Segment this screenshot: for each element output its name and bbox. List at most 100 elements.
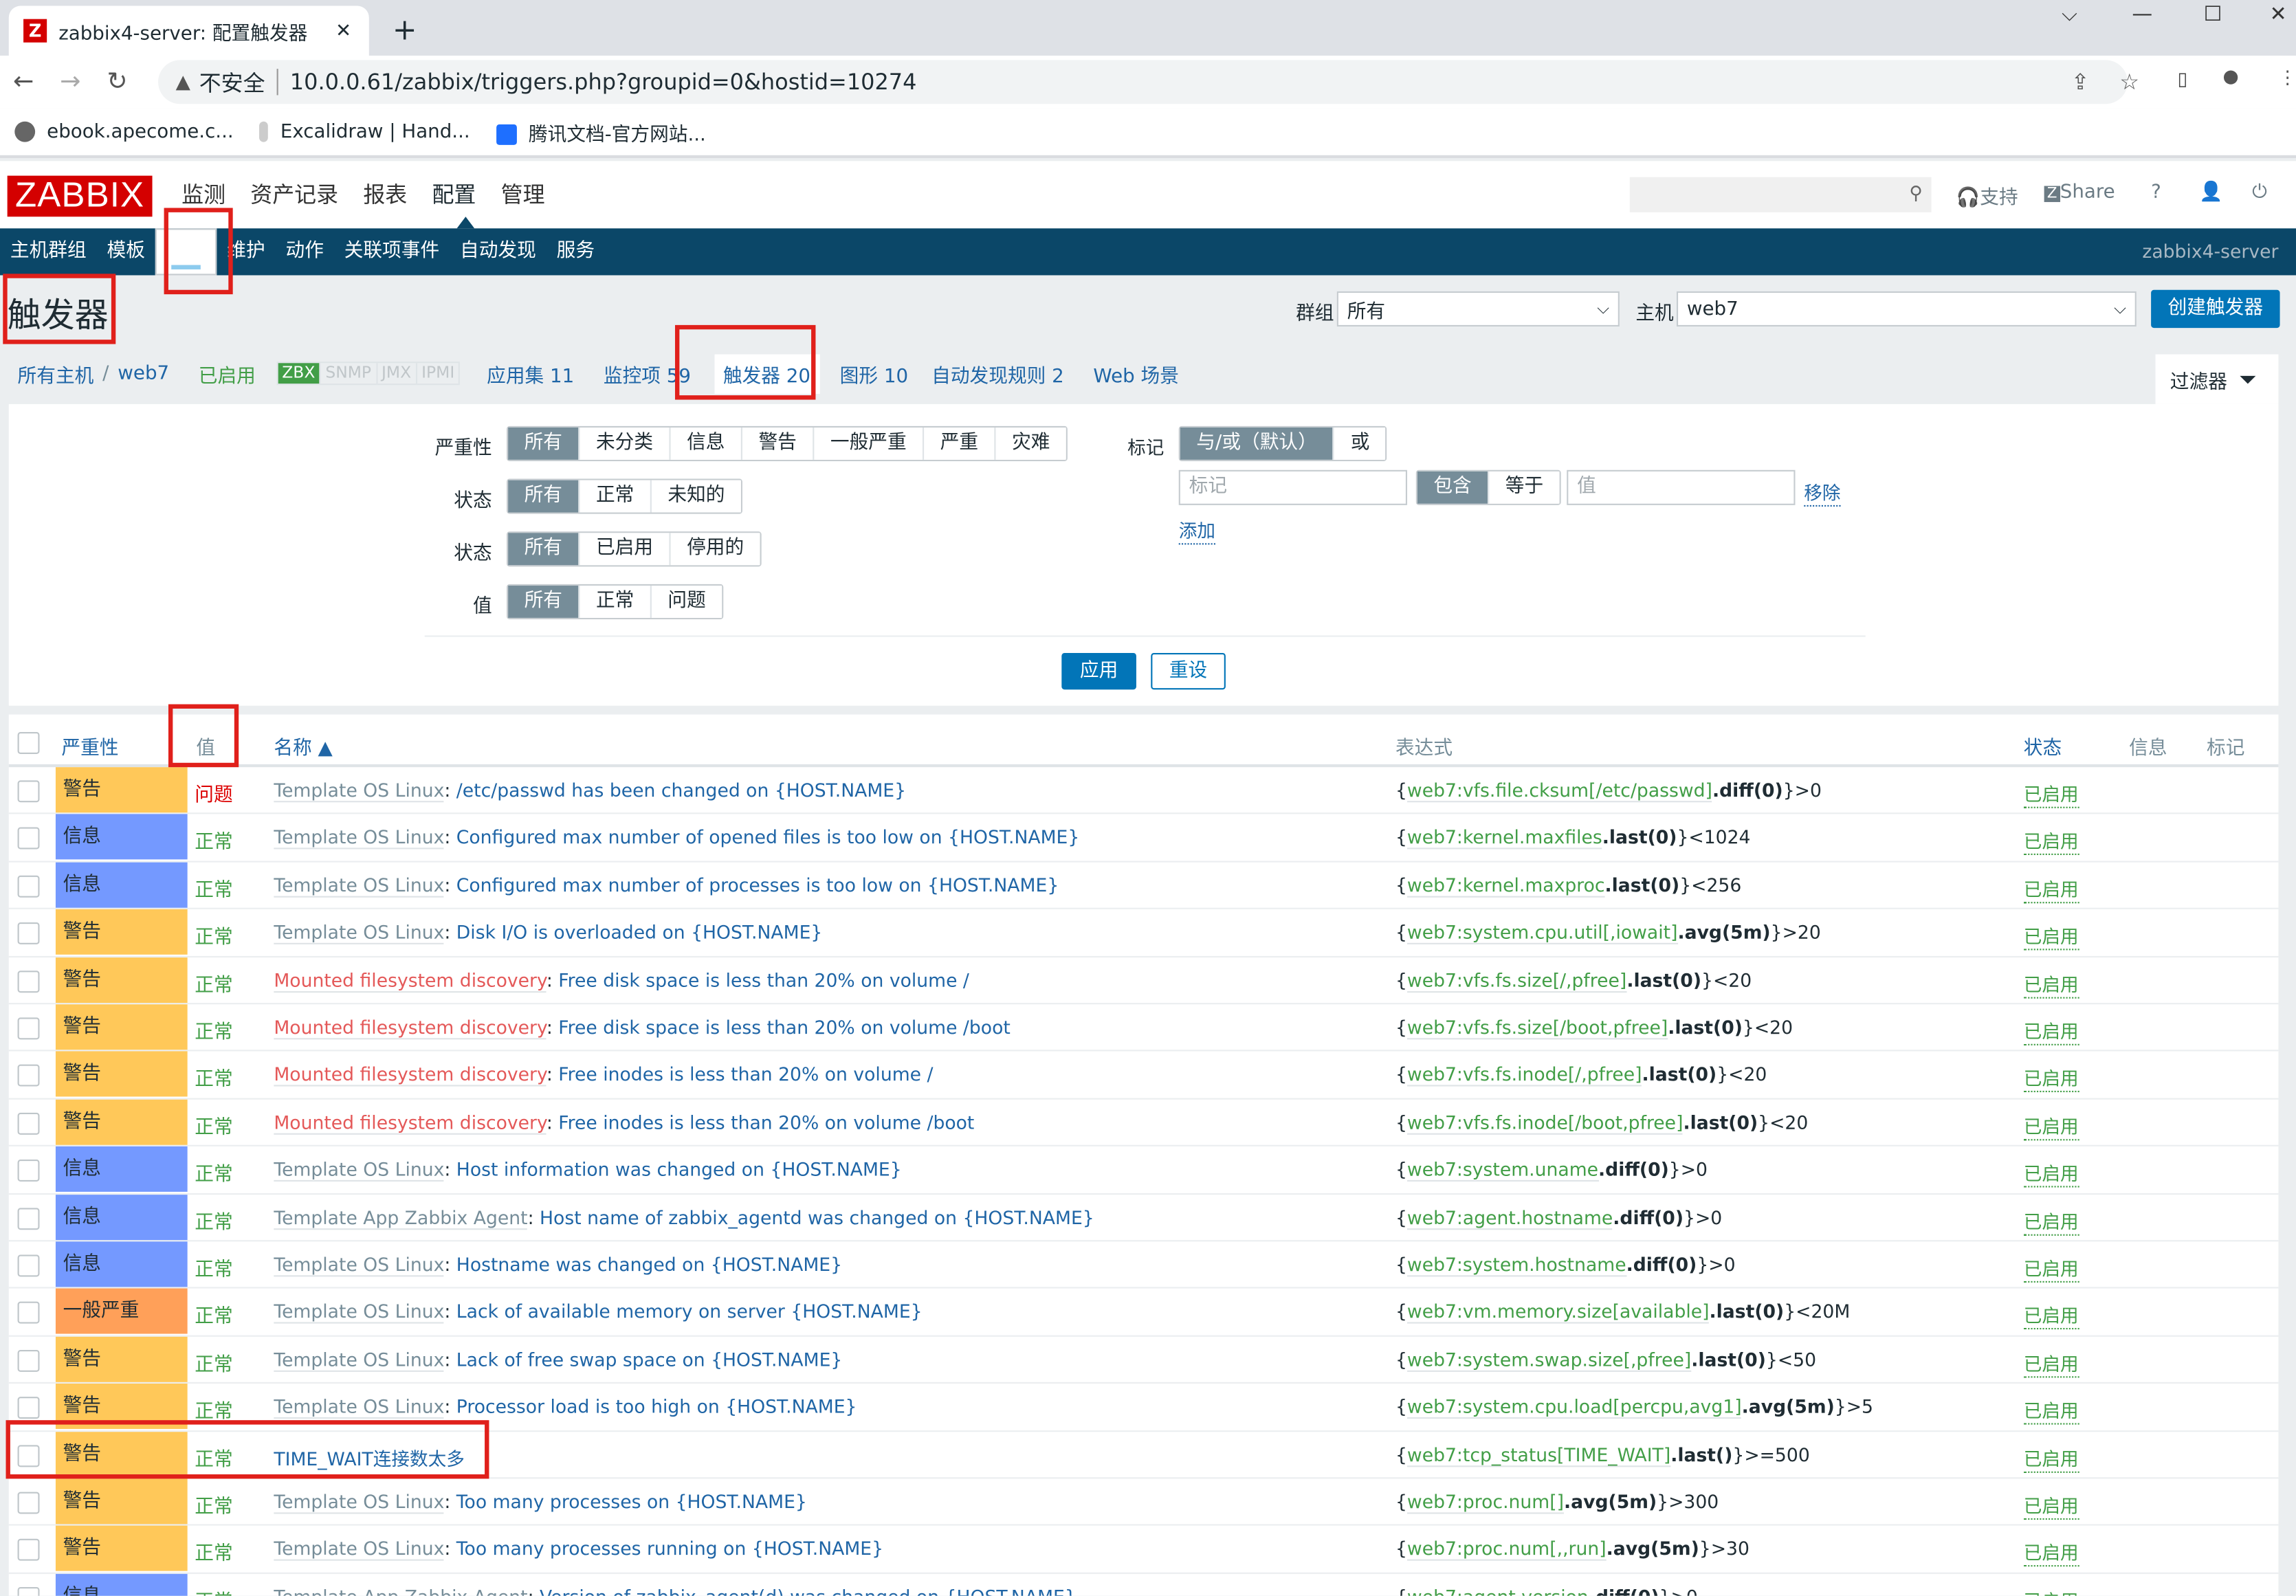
- remove-tag-link[interactable]: 移除: [1804, 477, 1841, 507]
- row-checkbox[interactable]: [17, 1302, 40, 1325]
- minimize-icon[interactable]: —: [2132, 3, 2153, 27]
- apply-button[interactable]: 应用: [1061, 653, 1136, 690]
- new-tab-button[interactable]: +: [392, 12, 417, 47]
- subnav-discovery[interactable]: 自动发现: [460, 240, 536, 263]
- template-link[interactable]: Template OS Linux: [274, 874, 445, 898]
- item-key-link[interactable]: web7:tcp_status[TIME_WAIT]: [1406, 1443, 1671, 1467]
- status-toggle[interactable]: 已启用: [2023, 1158, 2079, 1188]
- subnav-services[interactable]: 服务: [556, 240, 595, 263]
- status-toggle[interactable]: 已启用: [2023, 1111, 2079, 1140]
- item-key-link[interactable]: web7:vfs.file.cksum[/etc/passwd]: [1406, 779, 1712, 803]
- status-toggle[interactable]: 已启用: [2023, 1016, 2079, 1045]
- row-checkbox[interactable]: [17, 1397, 40, 1419]
- trigger-name-link[interactable]: Free inodes is less than 20% on volume /: [558, 1063, 934, 1086]
- row-checkbox[interactable]: [17, 1160, 40, 1182]
- share-link[interactable]: Z Share: [2044, 181, 2115, 203]
- tag-op-contains[interactable]: 包含: [1417, 471, 1488, 504]
- row-checkbox[interactable]: [17, 1017, 40, 1040]
- subnav-actions[interactable]: 动作: [285, 240, 324, 263]
- group-select[interactable]: 所有 ⌵: [1336, 291, 1620, 327]
- bookmark-star-icon[interactable]: ☆: [2119, 69, 2140, 96]
- share-icon[interactable]: ⇪: [2071, 69, 2090, 96]
- trigger-name-link[interactable]: Disk I/O is overloaded on {HOST.NAME}: [456, 921, 823, 944]
- trigger-name-link[interactable]: Hostname was changed on {HOST.NAME}: [456, 1253, 843, 1276]
- value-problem[interactable]: 问题: [650, 586, 722, 618]
- status-toggle[interactable]: 已启用: [2023, 779, 2079, 808]
- add-tag-link[interactable]: 添加: [1178, 516, 1216, 545]
- subnav-host-groups[interactable]: 主机群组: [10, 240, 87, 263]
- maximize-icon[interactable]: ☐: [2203, 3, 2222, 27]
- item-key-link[interactable]: web7:system.cpu.load[percpu,avg1]: [1406, 1395, 1742, 1419]
- template-link[interactable]: Template App Zabbix Agent: [274, 1585, 528, 1596]
- row-checkbox[interactable]: [17, 1444, 40, 1467]
- close-tab-icon[interactable]: ✕: [335, 19, 352, 42]
- profile-icon[interactable]: ●: [2222, 64, 2239, 87]
- menu-kebab-icon[interactable]: ⋮: [2278, 65, 2296, 88]
- search-icon[interactable]: ⚲: [1909, 181, 1923, 204]
- status-toggle[interactable]: 已启用: [2023, 1253, 2079, 1283]
- row-checkbox[interactable]: [17, 1207, 40, 1230]
- trigger-name-link[interactable]: Host information was changed on {HOST.NA…: [456, 1158, 902, 1181]
- create-trigger-button[interactable]: 创建触发器: [2151, 289, 2280, 329]
- status-toggle[interactable]: 已启用: [2023, 1490, 2079, 1520]
- bookmark-item[interactable]: Excalidraw | Hand...: [260, 121, 470, 143]
- severity-disaster[interactable]: 灾难: [994, 427, 1066, 460]
- row-checkbox[interactable]: [17, 780, 40, 803]
- value-all[interactable]: 所有: [508, 586, 579, 618]
- severity-high[interactable]: 严重: [923, 427, 995, 460]
- item-key-link[interactable]: web7:system.swap.size[,pfree]: [1406, 1348, 1692, 1372]
- item-key-link[interactable]: web7:kernel.maxfiles: [1406, 826, 1602, 850]
- row-checkbox[interactable]: [17, 1349, 40, 1372]
- subnav-maintenance[interactable]: 维护: [227, 240, 265, 263]
- item-key-link[interactable]: web7:system.hostname: [1406, 1253, 1626, 1277]
- tab-graphs[interactable]: 图形 10: [839, 365, 909, 388]
- row-checkbox[interactable]: [17, 1539, 40, 1562]
- trigger-name-link[interactable]: Configured max number of processes is to…: [456, 874, 1059, 896]
- status-toggle[interactable]: 已启用: [2023, 968, 2079, 998]
- tab-search-icon[interactable]: ⌵: [2062, 3, 2077, 27]
- support-link[interactable]: 🎧支持: [1956, 187, 2018, 210]
- global-search-input[interactable]: ⚲: [1629, 177, 1932, 212]
- zabbix-logo[interactable]: ZABBIX: [7, 175, 153, 217]
- bookmark-item[interactable]: ebook.apecome.c...: [14, 121, 234, 143]
- status-toggle[interactable]: 已启用: [2023, 921, 2079, 951]
- row-checkbox[interactable]: [17, 970, 40, 993]
- status-toggle[interactable]: 已启用: [2023, 1300, 2079, 1330]
- item-key-link[interactable]: web7:proc.num[]: [1406, 1490, 1565, 1514]
- trigger-name-link[interactable]: Free inodes is less than 20% on volume /…: [558, 1111, 975, 1133]
- template-link[interactable]: Template OS Linux: [274, 826, 445, 850]
- tab-triggers[interactable]: 触发器 20: [714, 353, 819, 393]
- column-status[interactable]: 状态: [2023, 738, 2062, 760]
- menu-inventory[interactable]: 资产记录: [250, 181, 339, 208]
- menu-configuration[interactable]: 配置: [432, 181, 476, 208]
- item-key-link[interactable]: web7:kernel.maxproc: [1406, 874, 1605, 898]
- row-checkbox[interactable]: [17, 1492, 40, 1514]
- trigger-name-link[interactable]: TIME_WAIT连接数太多: [274, 1447, 465, 1470]
- tags-and-or[interactable]: 与/或（默认）: [1180, 427, 1334, 460]
- tag-op-equals[interactable]: 等于: [1488, 471, 1560, 504]
- bookmark-item[interactable]: 腾讯文档-官方网站...: [496, 118, 706, 146]
- back-icon[interactable]: ←: [12, 67, 34, 97]
- column-name[interactable]: 名称 ▲: [274, 738, 333, 760]
- tab-discovery-rules[interactable]: 自动发现规则 2: [931, 365, 1064, 388]
- severity-average[interactable]: 一般严重: [813, 427, 923, 460]
- trigger-name-link[interactable]: Configured max number of opened files is…: [456, 826, 1080, 849]
- template-link[interactable]: Template OS Linux: [274, 1348, 445, 1372]
- subnav-templates[interactable]: 模板: [107, 240, 145, 263]
- value-ok[interactable]: 正常: [578, 586, 650, 618]
- forward-icon[interactable]: →: [60, 67, 81, 97]
- template-link[interactable]: Template OS Linux: [274, 1490, 445, 1514]
- filter-toggle[interactable]: 过滤器 ⏷: [2155, 354, 2279, 404]
- row-checkbox[interactable]: [17, 1112, 40, 1135]
- breadcrumb-all-hosts[interactable]: 所有主机: [17, 365, 94, 388]
- trigger-name-link[interactable]: Free disk space is less than 20% on volu…: [558, 968, 969, 991]
- status-toggle[interactable]: 已启用: [2023, 874, 2079, 903]
- trigger-name-link[interactable]: Host name of zabbix_agentd was changed o…: [540, 1206, 1094, 1228]
- template-link[interactable]: Template OS Linux: [274, 1158, 445, 1182]
- item-key-link[interactable]: web7:system.uname: [1406, 1158, 1599, 1182]
- trigger-name-link[interactable]: Lack of available memory on server {HOST…: [456, 1300, 923, 1323]
- help-icon[interactable]: ?: [2151, 181, 2161, 204]
- severity-information[interactable]: 信息: [669, 427, 741, 460]
- item-key-link[interactable]: web7:system.cpu.util[,iowait]: [1406, 921, 1678, 945]
- trigger-name-link[interactable]: /etc/passwd has been changed on {HOST.NA…: [456, 779, 907, 801]
